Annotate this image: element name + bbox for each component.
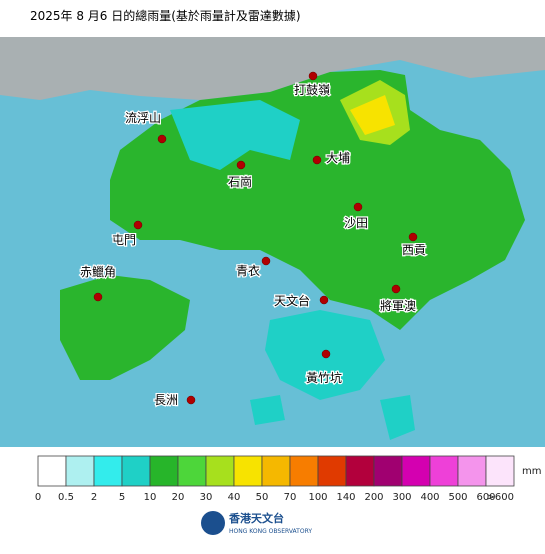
legend-label: 10: [144, 492, 157, 503]
legend-label: 2: [91, 492, 97, 503]
legend-label: 500: [448, 492, 467, 503]
station-label: 天文台: [274, 293, 310, 308]
station-dot: [186, 395, 196, 405]
legend-swatch: [65, 455, 95, 487]
station-label: 打鼓嶺: [294, 83, 330, 97]
legend-unit: mm: [522, 466, 541, 477]
island: [380, 395, 415, 440]
station-dot: [353, 202, 363, 212]
legend-label: 300: [392, 492, 411, 503]
station-label: 石崗: [228, 175, 252, 189]
island: [250, 395, 285, 425]
legend-label: 70: [284, 492, 297, 503]
mainland: [0, 37, 545, 100]
station-dot: [93, 292, 103, 302]
legend-swatch: [373, 455, 403, 487]
lantau: [60, 275, 190, 380]
legend-swatch: [177, 455, 207, 487]
station-label: 青衣: [236, 263, 260, 278]
legend-label: 30: [200, 492, 213, 503]
legend-swatch: [233, 455, 263, 487]
legend-swatch: [317, 455, 347, 487]
station-label: 將軍澳: [380, 298, 416, 313]
legend-label: 140: [336, 492, 355, 503]
station-label: 赤鱲角: [80, 265, 116, 279]
station-dot: [308, 71, 318, 81]
station-dot: [312, 155, 322, 165]
rain-area: [350, 95, 395, 135]
legend-label: 100: [308, 492, 327, 503]
legend: 0 0.5 2 5 10 20 30 40 50 70 100 140 200 300 400 500 600>…: [35, 455, 541, 503]
legend-swatch: [429, 455, 459, 487]
legend-swatch: [457, 455, 487, 487]
map-title: 2025年 8 月6 日的總雨量(基於雨量計及雷達數據): [30, 8, 301, 23]
station-dot: [321, 349, 331, 359]
legend-swatch: [401, 455, 431, 487]
station-label: 長洲: [154, 393, 178, 407]
legend-label: 600: [476, 492, 495, 503]
station-label: 流浮山: [125, 111, 161, 125]
map: [0, 37, 545, 447]
station-dot: [133, 220, 143, 230]
legend-label: 5: [119, 492, 125, 503]
legend-swatch: [205, 455, 235, 487]
station-label: 沙田: [344, 216, 368, 230]
legend-swatch: [37, 455, 67, 487]
legend-label: 400: [420, 492, 439, 503]
legend-swatch: [149, 455, 179, 487]
station-dot: [157, 134, 167, 144]
legend-label: 20: [172, 492, 185, 503]
station-label: 黃竹坑: [306, 370, 342, 385]
legend-swatch: [261, 455, 291, 487]
legend-swatch: [345, 455, 375, 487]
legend-label: 200: [364, 492, 383, 503]
rain-area: [170, 100, 300, 170]
legend-swatch: [485, 455, 515, 487]
legend-swatch: [121, 455, 151, 487]
station-dot: [391, 284, 401, 294]
legend-label: 40: [228, 492, 241, 503]
station-dot: [319, 295, 329, 305]
station-label: 大埔: [326, 151, 350, 165]
legend-swatch: [289, 455, 319, 487]
station-dot: [236, 160, 246, 170]
station-label: 屯門: [112, 233, 136, 247]
legend-label: 0: [35, 492, 41, 503]
station-label: 西貢: [402, 243, 426, 257]
station-dot: [408, 232, 418, 242]
legend-swatch: [93, 455, 123, 487]
logo: 香港天文台 HONG KONG OBSERVATORY: [201, 511, 312, 535]
legend-label: >600: [487, 492, 514, 503]
logo-icon: [201, 511, 225, 535]
legend-label: 0.5: [58, 492, 74, 503]
station-dot: [261, 256, 271, 266]
logo-english: HONG KONG OBSERVATORY: [229, 528, 312, 535]
logo-name: 香港天文台: [228, 511, 284, 525]
legend-label: 50: [256, 492, 269, 503]
